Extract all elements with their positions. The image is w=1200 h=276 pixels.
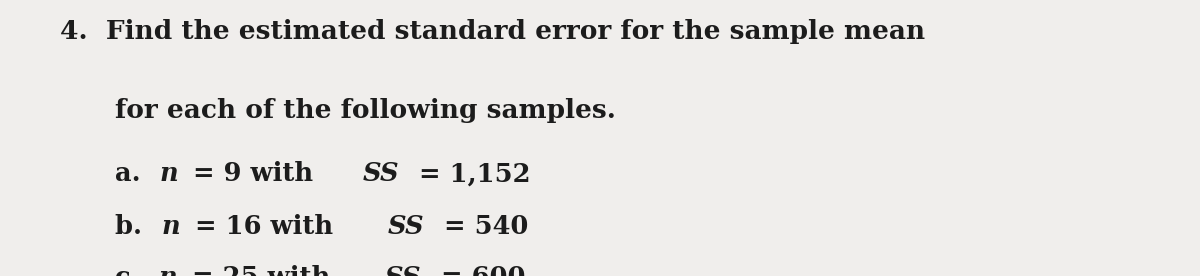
Text: b.: b. — [115, 214, 151, 239]
Text: = 16 with: = 16 with — [186, 214, 342, 239]
Text: c.: c. — [115, 265, 149, 276]
Text: = 25 with: = 25 with — [182, 265, 340, 276]
Text: SS: SS — [388, 214, 424, 239]
Text: 4.  Find the estimated standard error for the sample mean: 4. Find the estimated standard error for… — [60, 19, 925, 44]
Text: = 1,152: = 1,152 — [409, 161, 530, 187]
Text: n: n — [162, 214, 180, 239]
Text: a.: a. — [115, 161, 150, 187]
Text: n: n — [158, 265, 178, 276]
Text: = 540: = 540 — [434, 214, 528, 239]
Text: n: n — [160, 161, 179, 187]
Text: SS: SS — [362, 161, 398, 187]
Text: SS: SS — [384, 265, 421, 276]
Text: = 9 with: = 9 with — [184, 161, 322, 187]
Text: = 600: = 600 — [432, 265, 526, 276]
Text: for each of the following samples.: for each of the following samples. — [115, 98, 616, 123]
